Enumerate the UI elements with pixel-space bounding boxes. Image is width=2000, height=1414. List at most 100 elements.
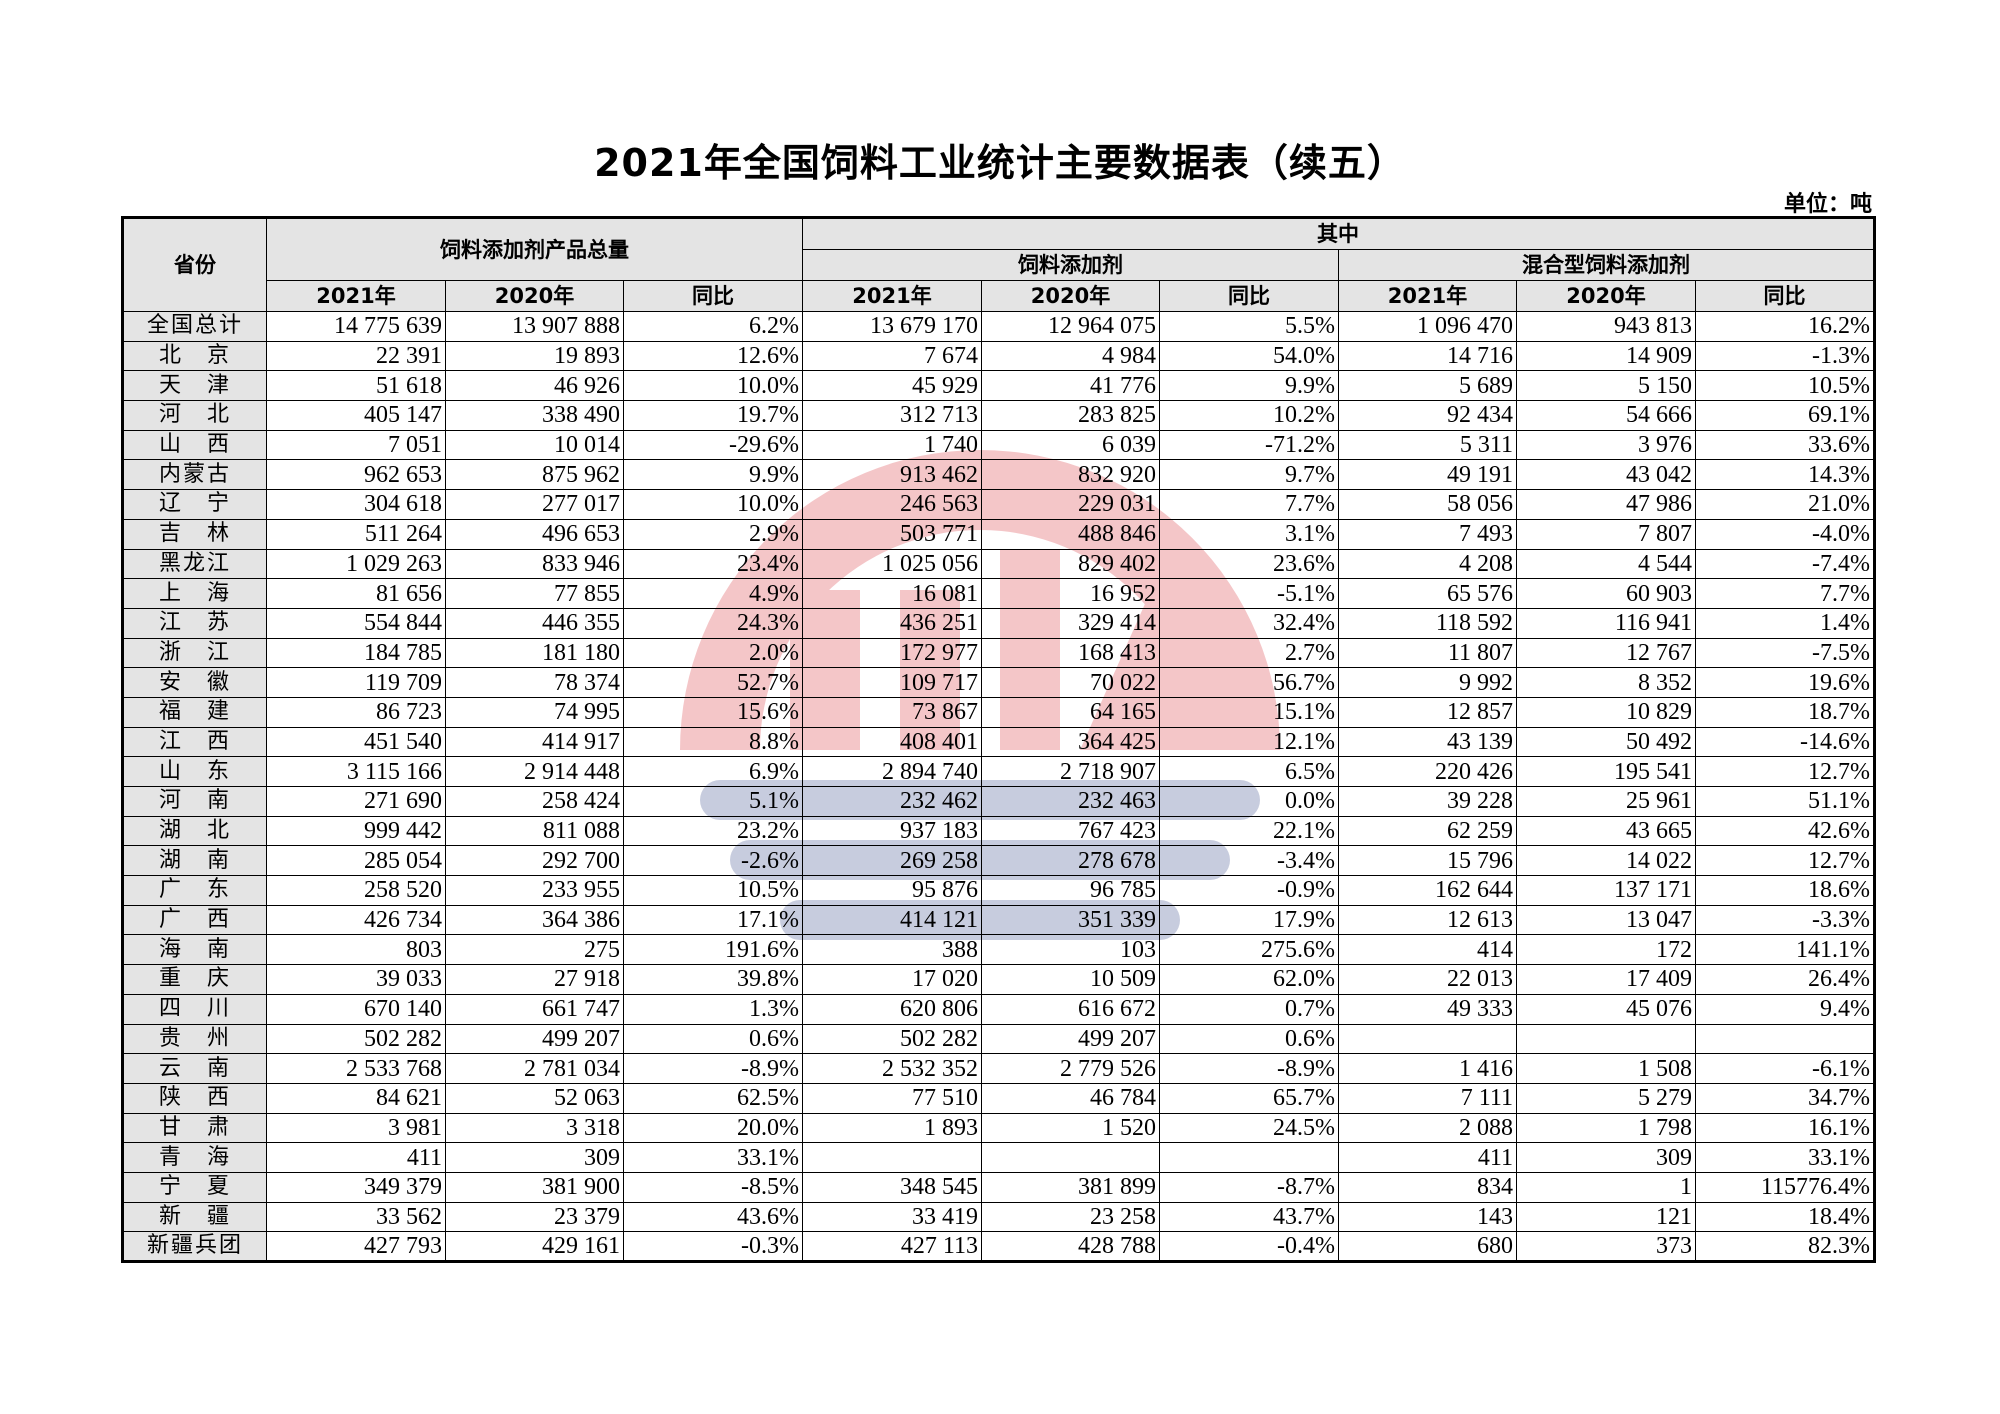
cell-province: 广 东 xyxy=(122,875,267,906)
cell-additive-yoy: 24.5% xyxy=(1159,1112,1339,1144)
cell-total-yoy: 2.0% xyxy=(623,637,803,669)
cell-total-2020: 429 161 xyxy=(445,1231,624,1263)
cell-mixed-2021: 65 576 xyxy=(1338,578,1517,609)
cell-mixed-yoy: 14.3% xyxy=(1695,459,1875,491)
cell-total-2020: 2 914 448 xyxy=(445,756,624,787)
cell-mixed-2020: 10 829 xyxy=(1516,696,1696,728)
cell-total-yoy: 2.9% xyxy=(623,518,803,550)
cell-mixed-yoy: 12.7% xyxy=(1695,845,1875,877)
cell-total-2020: 811 088 xyxy=(445,815,624,847)
cell-province: 湖 北 xyxy=(122,815,267,847)
cell-mixed-2021: 49 191 xyxy=(1338,459,1517,491)
cell-mixed-2020: 1 798 xyxy=(1516,1112,1696,1144)
unit-label: 单位：吨 xyxy=(1783,192,1872,217)
cell-additive-2021: 95 876 xyxy=(802,875,982,906)
cell-total-2020: 275 xyxy=(445,934,624,966)
cell-additive-2020: 103 xyxy=(981,934,1160,966)
cell-mixed-2020 xyxy=(1516,1023,1696,1055)
cell-mixed-2021: 62 259 xyxy=(1338,815,1517,847)
cell-total-2021: 803 xyxy=(266,934,446,966)
cell-additive-2020: 64 165 xyxy=(981,696,1160,728)
cell-additive-2021: 2 532 352 xyxy=(802,1053,982,1084)
cell-mixed-2020: 47 986 xyxy=(1516,489,1696,520)
cell-mixed-yoy: 18.6% xyxy=(1695,875,1875,906)
cell-additive-2021: 503 771 xyxy=(802,518,982,550)
cell-total-yoy: 23.2% xyxy=(623,815,803,847)
cell-total-yoy: 52.7% xyxy=(623,667,803,698)
cell-additive-yoy: 56.7% xyxy=(1159,667,1339,698)
cell-province: 江 西 xyxy=(122,726,267,758)
cell-total-2021: 33 562 xyxy=(266,1201,446,1233)
cell-total-2021: 3 981 xyxy=(266,1112,446,1144)
cell-mixed-2021: 220 426 xyxy=(1338,756,1517,787)
cell-mixed-2020: 943 813 xyxy=(1516,311,1696,342)
cell-mixed-yoy: 82.3% xyxy=(1695,1231,1875,1263)
cell-additive-2021: 1 740 xyxy=(802,429,982,461)
cell-mixed-2021: 15 796 xyxy=(1338,845,1517,877)
cell-additive-yoy xyxy=(1159,1142,1339,1173)
table-row: 海 南 803 275 191.6% 388 103 275.6% 414 172 141.1% xyxy=(122,934,1875,966)
table-row: 新 疆 33 562 23 379 43.6% 33 419 23 258 43.7% 143… xyxy=(122,1201,1875,1233)
cell-total-2020: 381 900 xyxy=(445,1171,624,1203)
cell-mixed-yoy: 115776.4% xyxy=(1695,1171,1875,1203)
cell-mixed-2021: 411 xyxy=(1338,1142,1517,1173)
cell-additive-yoy: 7.7% xyxy=(1159,489,1339,520)
cell-total-yoy: 33.1% xyxy=(623,1142,803,1173)
cell-additive-yoy: 9.9% xyxy=(1159,370,1339,402)
cell-additive-yoy: -0.9% xyxy=(1159,875,1339,906)
cell-mixed-2021: 9 992 xyxy=(1338,667,1517,698)
cell-additive-2020: 41 776 xyxy=(981,370,1160,402)
cell-additive-2021: 388 xyxy=(802,934,982,966)
cell-additive-2021: 33 419 xyxy=(802,1201,982,1233)
cell-additive-2020: 829 402 xyxy=(981,548,1160,580)
cell-mixed-2021: 12 613 xyxy=(1338,904,1517,936)
cell-mixed-2021: 2 088 xyxy=(1338,1112,1517,1144)
cell-mixed-2020: 54 666 xyxy=(1516,400,1696,431)
cell-mixed-yoy: 18.4% xyxy=(1695,1201,1875,1233)
cell-additive-2021: 109 717 xyxy=(802,667,982,698)
cell-total-2020: 23 379 xyxy=(445,1201,624,1233)
header-2020: 2020年 xyxy=(981,280,1160,312)
cell-mixed-2020: 1 xyxy=(1516,1171,1696,1203)
cell-total-2020: 233 955 xyxy=(445,875,624,906)
cell-mixed-yoy: 26.4% xyxy=(1695,964,1875,995)
cell-total-yoy: 10.0% xyxy=(623,370,803,402)
cell-mixed-yoy: 141.1% xyxy=(1695,934,1875,966)
cell-total-2020: 74 995 xyxy=(445,696,624,728)
cell-additive-2021: 937 183 xyxy=(802,815,982,847)
cell-total-2021: 258 520 xyxy=(266,875,446,906)
cell-mixed-yoy: -4.0% xyxy=(1695,518,1875,550)
cell-mixed-2021: 11 807 xyxy=(1338,637,1517,669)
cell-total-2020: 3 318 xyxy=(445,1112,624,1144)
cell-total-2021: 502 282 xyxy=(266,1023,446,1055)
cell-total-2021: 2 533 768 xyxy=(266,1053,446,1084)
cell-mixed-2021: 143 xyxy=(1338,1201,1517,1233)
cell-additive-2021: 73 867 xyxy=(802,696,982,728)
cell-mixed-yoy: 1.4% xyxy=(1695,607,1875,639)
cell-mixed-yoy: 21.0% xyxy=(1695,489,1875,520)
cell-total-2020: 13 907 888 xyxy=(445,311,624,342)
cell-total-yoy: -2.6% xyxy=(623,845,803,877)
cell-total-2020: 77 855 xyxy=(445,578,624,609)
cell-additive-2021: 408 401 xyxy=(802,726,982,758)
cell-mixed-yoy: 7.7% xyxy=(1695,578,1875,609)
cell-total-2021: 51 618 xyxy=(266,370,446,402)
cell-province: 福 建 xyxy=(122,696,267,728)
cell-additive-2021: 7 674 xyxy=(802,340,982,372)
cell-province: 安 徽 xyxy=(122,667,267,698)
cell-total-2021: 411 xyxy=(266,1142,446,1173)
cell-province: 江 苏 xyxy=(122,607,267,639)
table-row: 江 苏 554 844 446 355 24.3% 436 251 329 414 32.4… xyxy=(122,607,1875,639)
cell-total-yoy: 39.8% xyxy=(623,964,803,995)
header-additive: 饲料添加剂 xyxy=(802,249,1339,281)
cell-province: 天 津 xyxy=(122,370,267,402)
cell-province: 吉 林 xyxy=(122,518,267,550)
table-row: 宁 夏 349 379 381 900 -8.5% 348 545 381 899 -8.7… xyxy=(122,1171,1875,1203)
cell-total-yoy: 10.5% xyxy=(623,875,803,906)
cell-total-2021: 86 723 xyxy=(266,696,446,728)
header-total: 饲料添加剂产品总量 xyxy=(266,217,803,281)
table-row: 全国总计 14 775 639 13 907 888 6.2% 13 679 170 12… xyxy=(122,311,1875,342)
cell-total-2021: 349 379 xyxy=(266,1171,446,1203)
